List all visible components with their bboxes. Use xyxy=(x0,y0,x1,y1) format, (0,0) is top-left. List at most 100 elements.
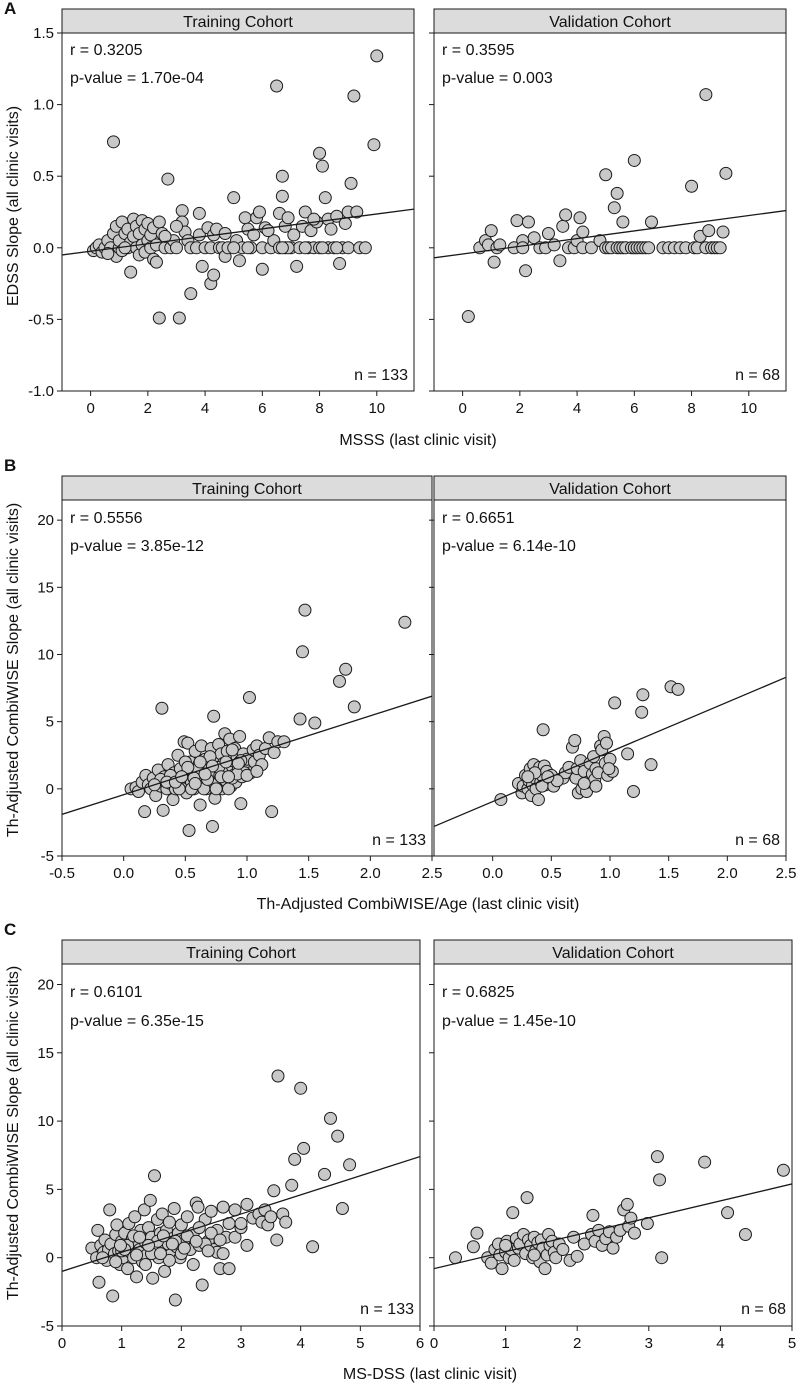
plot-frame xyxy=(433,963,793,1327)
y-tick-label: 0 xyxy=(46,1250,54,1267)
data-point xyxy=(101,247,115,261)
data-point xyxy=(270,79,284,93)
data-point xyxy=(222,770,235,784)
data-point xyxy=(484,224,498,238)
data-point xyxy=(358,241,372,255)
r-label: r = 0.6825 xyxy=(442,984,515,1001)
r-label: r = 0.6101 xyxy=(70,984,143,1001)
data-point xyxy=(644,215,658,229)
data-point xyxy=(172,311,186,325)
data-point xyxy=(343,1158,357,1172)
data-point xyxy=(180,1210,194,1224)
data-point xyxy=(165,1237,179,1251)
data-point xyxy=(139,1258,153,1272)
x-tick-label: 2.0 xyxy=(360,865,381,882)
x-tick-label: 4 xyxy=(573,400,581,417)
data-point xyxy=(181,760,195,774)
data-point xyxy=(698,1155,712,1169)
data-point xyxy=(155,1207,169,1221)
x-tick-label: 8 xyxy=(315,400,323,417)
x-tick-label: 10 xyxy=(368,400,385,417)
data-point xyxy=(599,736,613,750)
n-label: n = 68 xyxy=(735,832,780,849)
x-tick-label: 0.5 xyxy=(541,865,562,882)
data-point xyxy=(721,1206,735,1220)
x-tick-label: 2.5 xyxy=(422,865,443,882)
strip-background xyxy=(61,475,433,501)
axis-ticks: 0 2 4 6 8 10 -1.0 -0.5 0.0 0.5 1.0 1.5 xyxy=(28,25,385,417)
data-point xyxy=(308,716,322,730)
data-point xyxy=(636,688,650,702)
data-points xyxy=(85,1069,357,1307)
x-tick-label: 0.5 xyxy=(175,865,196,882)
data-points xyxy=(461,88,733,324)
strip-background xyxy=(61,8,415,34)
x-axis-label-c: MS-DSS (last clinic visit) xyxy=(343,1366,517,1383)
data-point xyxy=(252,205,266,219)
data-point xyxy=(222,782,235,796)
x-tick-label: 10 xyxy=(740,400,757,417)
x-axis-label-a: MSSS (last clinic visit) xyxy=(339,432,496,449)
data-point xyxy=(207,268,221,282)
data-point xyxy=(527,1248,541,1262)
x-tick-label: 2 xyxy=(144,400,152,417)
data-point xyxy=(232,254,246,268)
data-point xyxy=(107,135,121,149)
data-point xyxy=(324,1111,337,1125)
data-point xyxy=(520,1191,534,1205)
data-point xyxy=(506,1206,520,1220)
data-point xyxy=(599,168,613,182)
data-points xyxy=(448,1150,790,1276)
data-point xyxy=(293,712,307,726)
y-tick-label: 1.0 xyxy=(33,97,54,114)
data-point xyxy=(103,1203,117,1217)
y-tick-label: 5 xyxy=(46,714,54,731)
x-tick-label: 2 xyxy=(516,400,524,417)
data-point xyxy=(549,1251,563,1265)
data-point xyxy=(315,159,329,173)
data-point xyxy=(161,172,175,186)
figure-b: B Th-Adjusted CombiWISE Slope (all clini… xyxy=(4,456,796,913)
data-point xyxy=(287,228,301,242)
data-point xyxy=(240,1197,254,1211)
y-axis-label-a: EDSS Slope (all clinic visits) xyxy=(5,106,22,306)
chart-c-validation: Validation Cohort r = 0.6825 p-value = 1… xyxy=(429,939,796,1352)
strip-title: Training Cohort xyxy=(183,14,293,31)
data-point xyxy=(189,1234,203,1248)
x-tick-label: 2.5 xyxy=(776,865,797,882)
y-tick-label: -5 xyxy=(41,848,54,865)
data-point xyxy=(315,241,329,255)
data-point xyxy=(128,1210,142,1224)
data-point xyxy=(233,729,247,743)
y-tick-label: 10 xyxy=(37,1113,54,1130)
strip-title: Validation Cohort xyxy=(549,14,671,31)
x-tick-label: 4 xyxy=(201,400,209,417)
data-point xyxy=(586,1208,600,1222)
data-point xyxy=(324,222,338,236)
data-point xyxy=(602,762,616,776)
regression-line xyxy=(434,1183,792,1270)
data-point xyxy=(716,225,730,239)
x-tick-label: 1.5 xyxy=(658,865,679,882)
data-point xyxy=(169,241,183,255)
data-point xyxy=(318,191,332,205)
data-point xyxy=(487,255,501,269)
data-point xyxy=(193,755,207,769)
y-tick-label: 10 xyxy=(37,646,54,663)
data-point xyxy=(130,1270,144,1284)
regression-line xyxy=(434,676,786,828)
y-tick-label: 0 xyxy=(46,781,54,798)
data-point xyxy=(91,1223,105,1237)
axis-ticks: -0.5 0.0 0.5 1.0 1.5 2.0 2.5 -5 0 5 10 15 20 xyxy=(37,512,442,882)
panel-letter-a: A xyxy=(4,0,16,18)
data-point xyxy=(776,1163,790,1177)
data-point xyxy=(149,255,163,269)
data-point xyxy=(495,1262,509,1276)
regression-line-group xyxy=(62,1155,420,1272)
n-label: n = 133 xyxy=(354,367,408,384)
data-point xyxy=(296,645,309,659)
data-point xyxy=(106,1289,120,1303)
strip-title: Validation Cohort xyxy=(549,481,671,498)
data-point xyxy=(250,764,264,778)
n-label: n = 133 xyxy=(372,832,426,849)
